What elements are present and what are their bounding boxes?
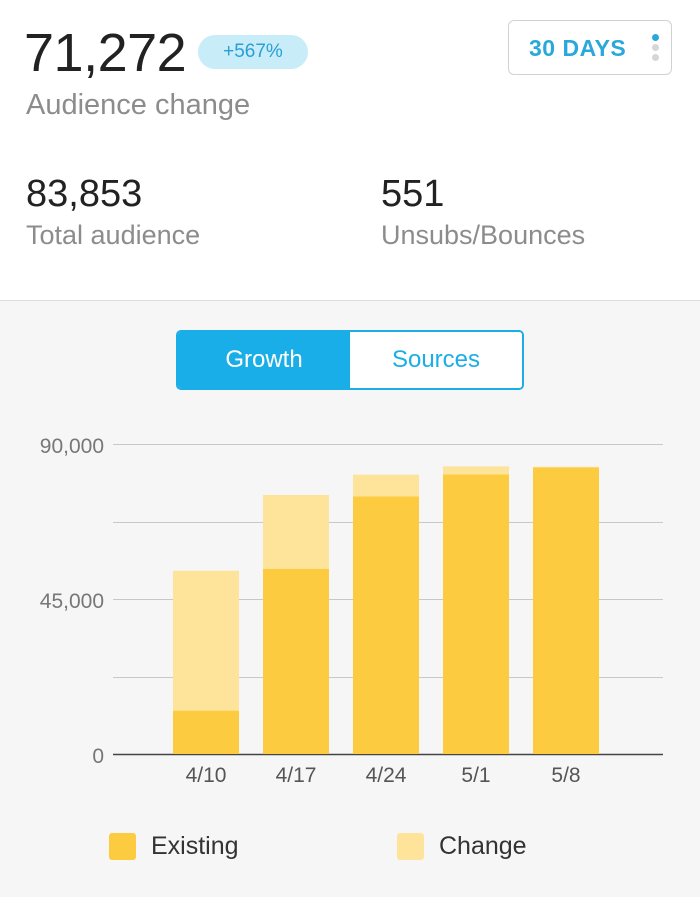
unsubs-value: 551 [381,173,445,215]
total-audience-value: 83,853 [26,173,143,215]
menu-dot-icon [652,54,659,61]
tab-sources[interactable]: Sources [350,332,522,388]
kebab-menu-icon [652,34,660,64]
legend-label-change: Change [439,832,527,860]
view-toggle: Growth Sources [176,330,524,390]
menu-dot-icon [652,44,659,51]
legend-label-existing: Existing [151,832,239,860]
date-range-label: 30 DAYS [529,35,627,61]
audience-change-label: Audience change [26,89,251,121]
menu-dot-icon [652,34,659,41]
audience-change-value: 71,272 [24,23,187,83]
legend-swatch-change [397,833,424,860]
percent-change-badge: +567% [198,35,308,69]
tab-growth[interactable]: Growth [178,332,350,388]
date-range-button[interactable]: 30 DAYS [508,20,672,75]
unsubs-label: Unsubs/Bounces [381,220,586,250]
summary-panel: 71,272 +567% Audience change 30 DAYS 83,… [0,0,700,300]
total-audience-label: Total audience [26,220,201,250]
legend-swatch-existing [109,833,136,860]
